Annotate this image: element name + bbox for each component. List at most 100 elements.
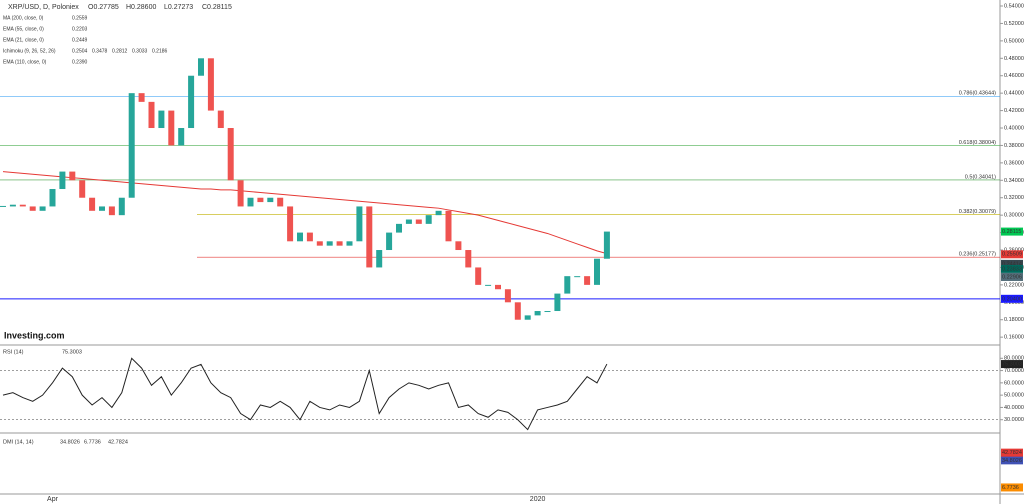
ohlc-value: O0.27785: [88, 4, 119, 11]
price-label: 0.23833: [1002, 266, 1022, 272]
pane-value: 6.7736: [84, 439, 101, 445]
price-label: 75.3003: [1002, 362, 1022, 368]
y-tick-label: 60.0000: [1004, 380, 1024, 386]
candle: [29, 206, 36, 211]
price-label-bg: [1001, 227, 1023, 236]
price-label-bg: [1001, 448, 1023, 457]
ohlc-value: L0.27273: [164, 4, 193, 11]
price-label-bg: [1001, 272, 1023, 281]
candle: [366, 206, 373, 268]
candle: [59, 171, 66, 190]
candle: [544, 311, 551, 313]
candle: [39, 206, 46, 211]
fib-label: 0.786(0.43644): [959, 91, 996, 97]
price-label: 6.7736: [1002, 485, 1019, 491]
candle: [435, 210, 442, 216]
indicator-name: EMA (55, close, 0): [3, 26, 44, 32]
indicator-name: EMA (21, close, 0): [3, 37, 44, 43]
candle: [128, 93, 135, 198]
candle: [594, 258, 600, 285]
indicator-name: Ichimoku (9, 26, 52, 26): [3, 48, 56, 54]
candle: [425, 215, 432, 224]
y-tick-label: 0.50000: [1004, 38, 1024, 44]
indicator-name: EMA (110, close, 0): [3, 59, 47, 65]
candle: [485, 284, 492, 286]
y-tick-label: 0.34000: [1004, 178, 1024, 184]
candle: [297, 232, 303, 242]
candle: [405, 219, 412, 224]
candle: [603, 231, 610, 259]
candle: [455, 241, 462, 251]
candle: [415, 219, 422, 224]
candle: [168, 110, 175, 146]
price-label-bg: [1001, 294, 1023, 303]
fib-label: 0.236(0.25177): [959, 252, 996, 258]
y-tick-label: 0.32000: [1004, 195, 1024, 201]
candle: [554, 293, 561, 312]
candle: [237, 180, 244, 207]
price-label-bg: [1001, 259, 1023, 268]
indicator-value: 0.2812: [112, 48, 128, 54]
pane-title: RSI (14): [3, 349, 24, 355]
x-tick-label: Apr: [47, 496, 59, 503]
candle: [386, 232, 393, 251]
indicator-value: 0.2390: [72, 59, 88, 65]
candle: [514, 302, 521, 320]
candle: [217, 110, 224, 129]
price-label: 0.28115: [1002, 229, 1021, 235]
price-label: 0.24414: [1002, 261, 1022, 267]
candle: [247, 197, 254, 207]
candle: [198, 58, 204, 76]
candle: [346, 241, 353, 246]
price-label-bg: [1001, 456, 1023, 465]
candle: [108, 206, 115, 216]
ohlc-value: C0.28115: [202, 4, 232, 11]
candle: [574, 276, 581, 278]
price-label: 0.25509: [1002, 252, 1022, 258]
candle: [356, 206, 363, 242]
y-tick-label: 50.0000: [1004, 393, 1024, 399]
y-tick-label: 0.18000: [1004, 317, 1024, 323]
ma-line: [2, 171, 608, 255]
pane-value: 34.8026: [60, 439, 80, 445]
candle: [336, 241, 343, 246]
candle: [445, 210, 452, 242]
candle: [495, 284, 501, 290]
candle: [465, 250, 472, 268]
y-tick-label: 80.0000: [1004, 356, 1024, 362]
indicator-value: 0.3478: [92, 48, 108, 54]
candle: [376, 250, 383, 268]
candle: [79, 180, 86, 198]
candle: [475, 267, 482, 285]
candle: [99, 206, 105, 211]
price-label: 0.22906: [1002, 274, 1022, 280]
indicator-value: 0.2504: [72, 48, 88, 54]
logo: Investing.com: [4, 330, 65, 340]
chart-title: XRP/USD, D, Poloniex: [8, 4, 79, 11]
y-tick-label: 0.22000: [1004, 282, 1024, 288]
y-tick-label: 0.52000: [1004, 21, 1024, 27]
candle: [227, 128, 234, 181]
indicator-name: MA (200, close, 0): [3, 15, 44, 21]
candle: [316, 241, 323, 246]
fib-label: 0.5(0.34041): [965, 174, 996, 180]
price-label-bg: [1001, 264, 1023, 273]
candle: [89, 197, 96, 211]
y-tick-label: 0.36000: [1004, 160, 1024, 166]
candle: [287, 206, 294, 242]
y-tick-label: 0.38000: [1004, 143, 1024, 149]
y-tick-label: 0.30000: [1004, 213, 1024, 219]
candle: [396, 223, 402, 233]
fib-label: 0.382(0.30079): [959, 209, 996, 215]
rsi-line: [2, 357, 608, 431]
candle: [277, 197, 284, 207]
candle: [19, 204, 26, 207]
indicator-value: 0.2203: [72, 26, 88, 32]
candle: [267, 197, 274, 203]
price-label: 34.8026: [1002, 458, 1022, 464]
indicator-value: 0.2449: [72, 37, 88, 43]
ohlc-value: H0.28600: [126, 4, 156, 11]
candle: [69, 171, 76, 181]
x-tick-label: 2020: [530, 496, 546, 503]
